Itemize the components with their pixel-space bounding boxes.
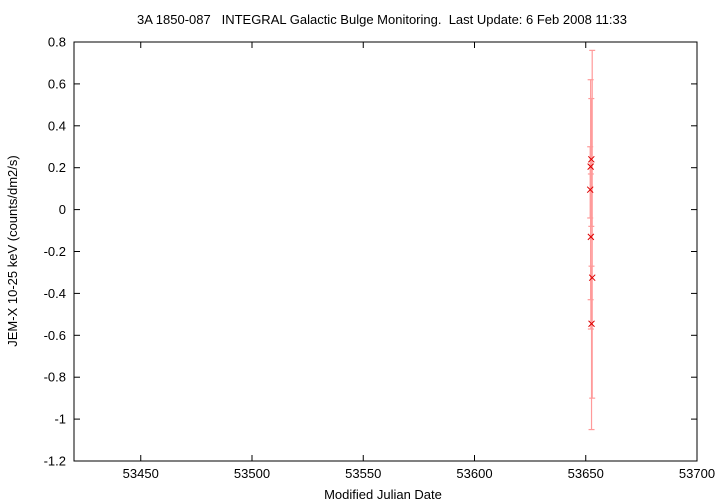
y-tick-label: -0.2 (44, 244, 66, 259)
chart-title: 3A 1850-087 INTEGRAL Galactic Bulge Moni… (137, 12, 627, 27)
plot-area: 53450 53500 53550 53600 53650 53700 0.8 0.6 0.4 0… (44, 35, 715, 482)
data-point-stroke (587, 155, 595, 163)
data-point (587, 233, 595, 241)
x-tick-label: 53500 (234, 466, 270, 481)
data-point (586, 186, 594, 194)
x-tick-label: 53700 (679, 466, 715, 481)
y-tick-label: 0.8 (48, 35, 66, 50)
y-axis-label: JEM-X 10-25 keV (counts/dm2/s) (5, 155, 20, 346)
x-tick-label: 53650 (568, 466, 604, 481)
y-tick-label: -0.6 (44, 328, 66, 343)
data-point (588, 274, 596, 282)
y-tick-label: 0 (59, 202, 66, 217)
data-point-stroke (587, 233, 595, 241)
y-tick-label: 0.2 (48, 160, 66, 175)
data-point (587, 163, 594, 171)
x-axis-label: Modified Julian Date (324, 487, 442, 502)
x-tick-label: 53450 (123, 466, 159, 481)
y-tick-label: -0.4 (44, 286, 66, 301)
error-bar (587, 173, 594, 330)
y-tick-label: -0.8 (44, 370, 66, 385)
plot-frame (73, 41, 698, 462)
data-point-stroke (587, 163, 594, 171)
error-bar (589, 49, 596, 399)
data-point (588, 320, 595, 328)
y-tick-label: 0.4 (48, 118, 66, 133)
y-tick-label: -1 (54, 412, 66, 427)
data-point-stroke (588, 320, 595, 328)
y-tick-label: 0.6 (48, 76, 66, 91)
x-tick-label: 53600 (456, 466, 492, 481)
data-point-stroke (588, 274, 596, 282)
data-point (587, 155, 595, 163)
y-tick-label: -1.2 (44, 454, 66, 469)
error-bar (588, 265, 595, 431)
data-point-stroke (586, 186, 594, 194)
x-tick-label: 53550 (345, 466, 381, 481)
